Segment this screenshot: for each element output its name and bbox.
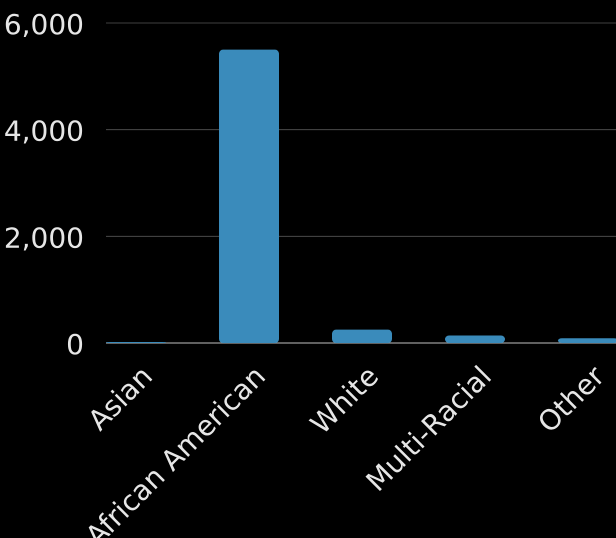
y-tick-label: 4,000 bbox=[4, 115, 84, 148]
y-axis-ticks: 0 2,000 4,000 6,000 bbox=[4, 8, 84, 361]
x-tick-label: Other bbox=[531, 359, 611, 439]
y-tick-label: 2,000 bbox=[4, 221, 84, 254]
bar-asian bbox=[106, 342, 166, 343]
bar-other bbox=[558, 338, 616, 343]
bar-white bbox=[332, 329, 392, 343]
gridlines bbox=[106, 22, 616, 344]
bar-african-american bbox=[219, 49, 279, 344]
bar-multi-racial bbox=[445, 335, 505, 343]
bars bbox=[106, 49, 616, 344]
y-tick-label: 6,000 bbox=[4, 8, 84, 41]
x-tick-label: Asian bbox=[82, 360, 159, 437]
x-tick-label: White bbox=[304, 360, 385, 441]
y-tick-label: 0 bbox=[66, 328, 84, 361]
